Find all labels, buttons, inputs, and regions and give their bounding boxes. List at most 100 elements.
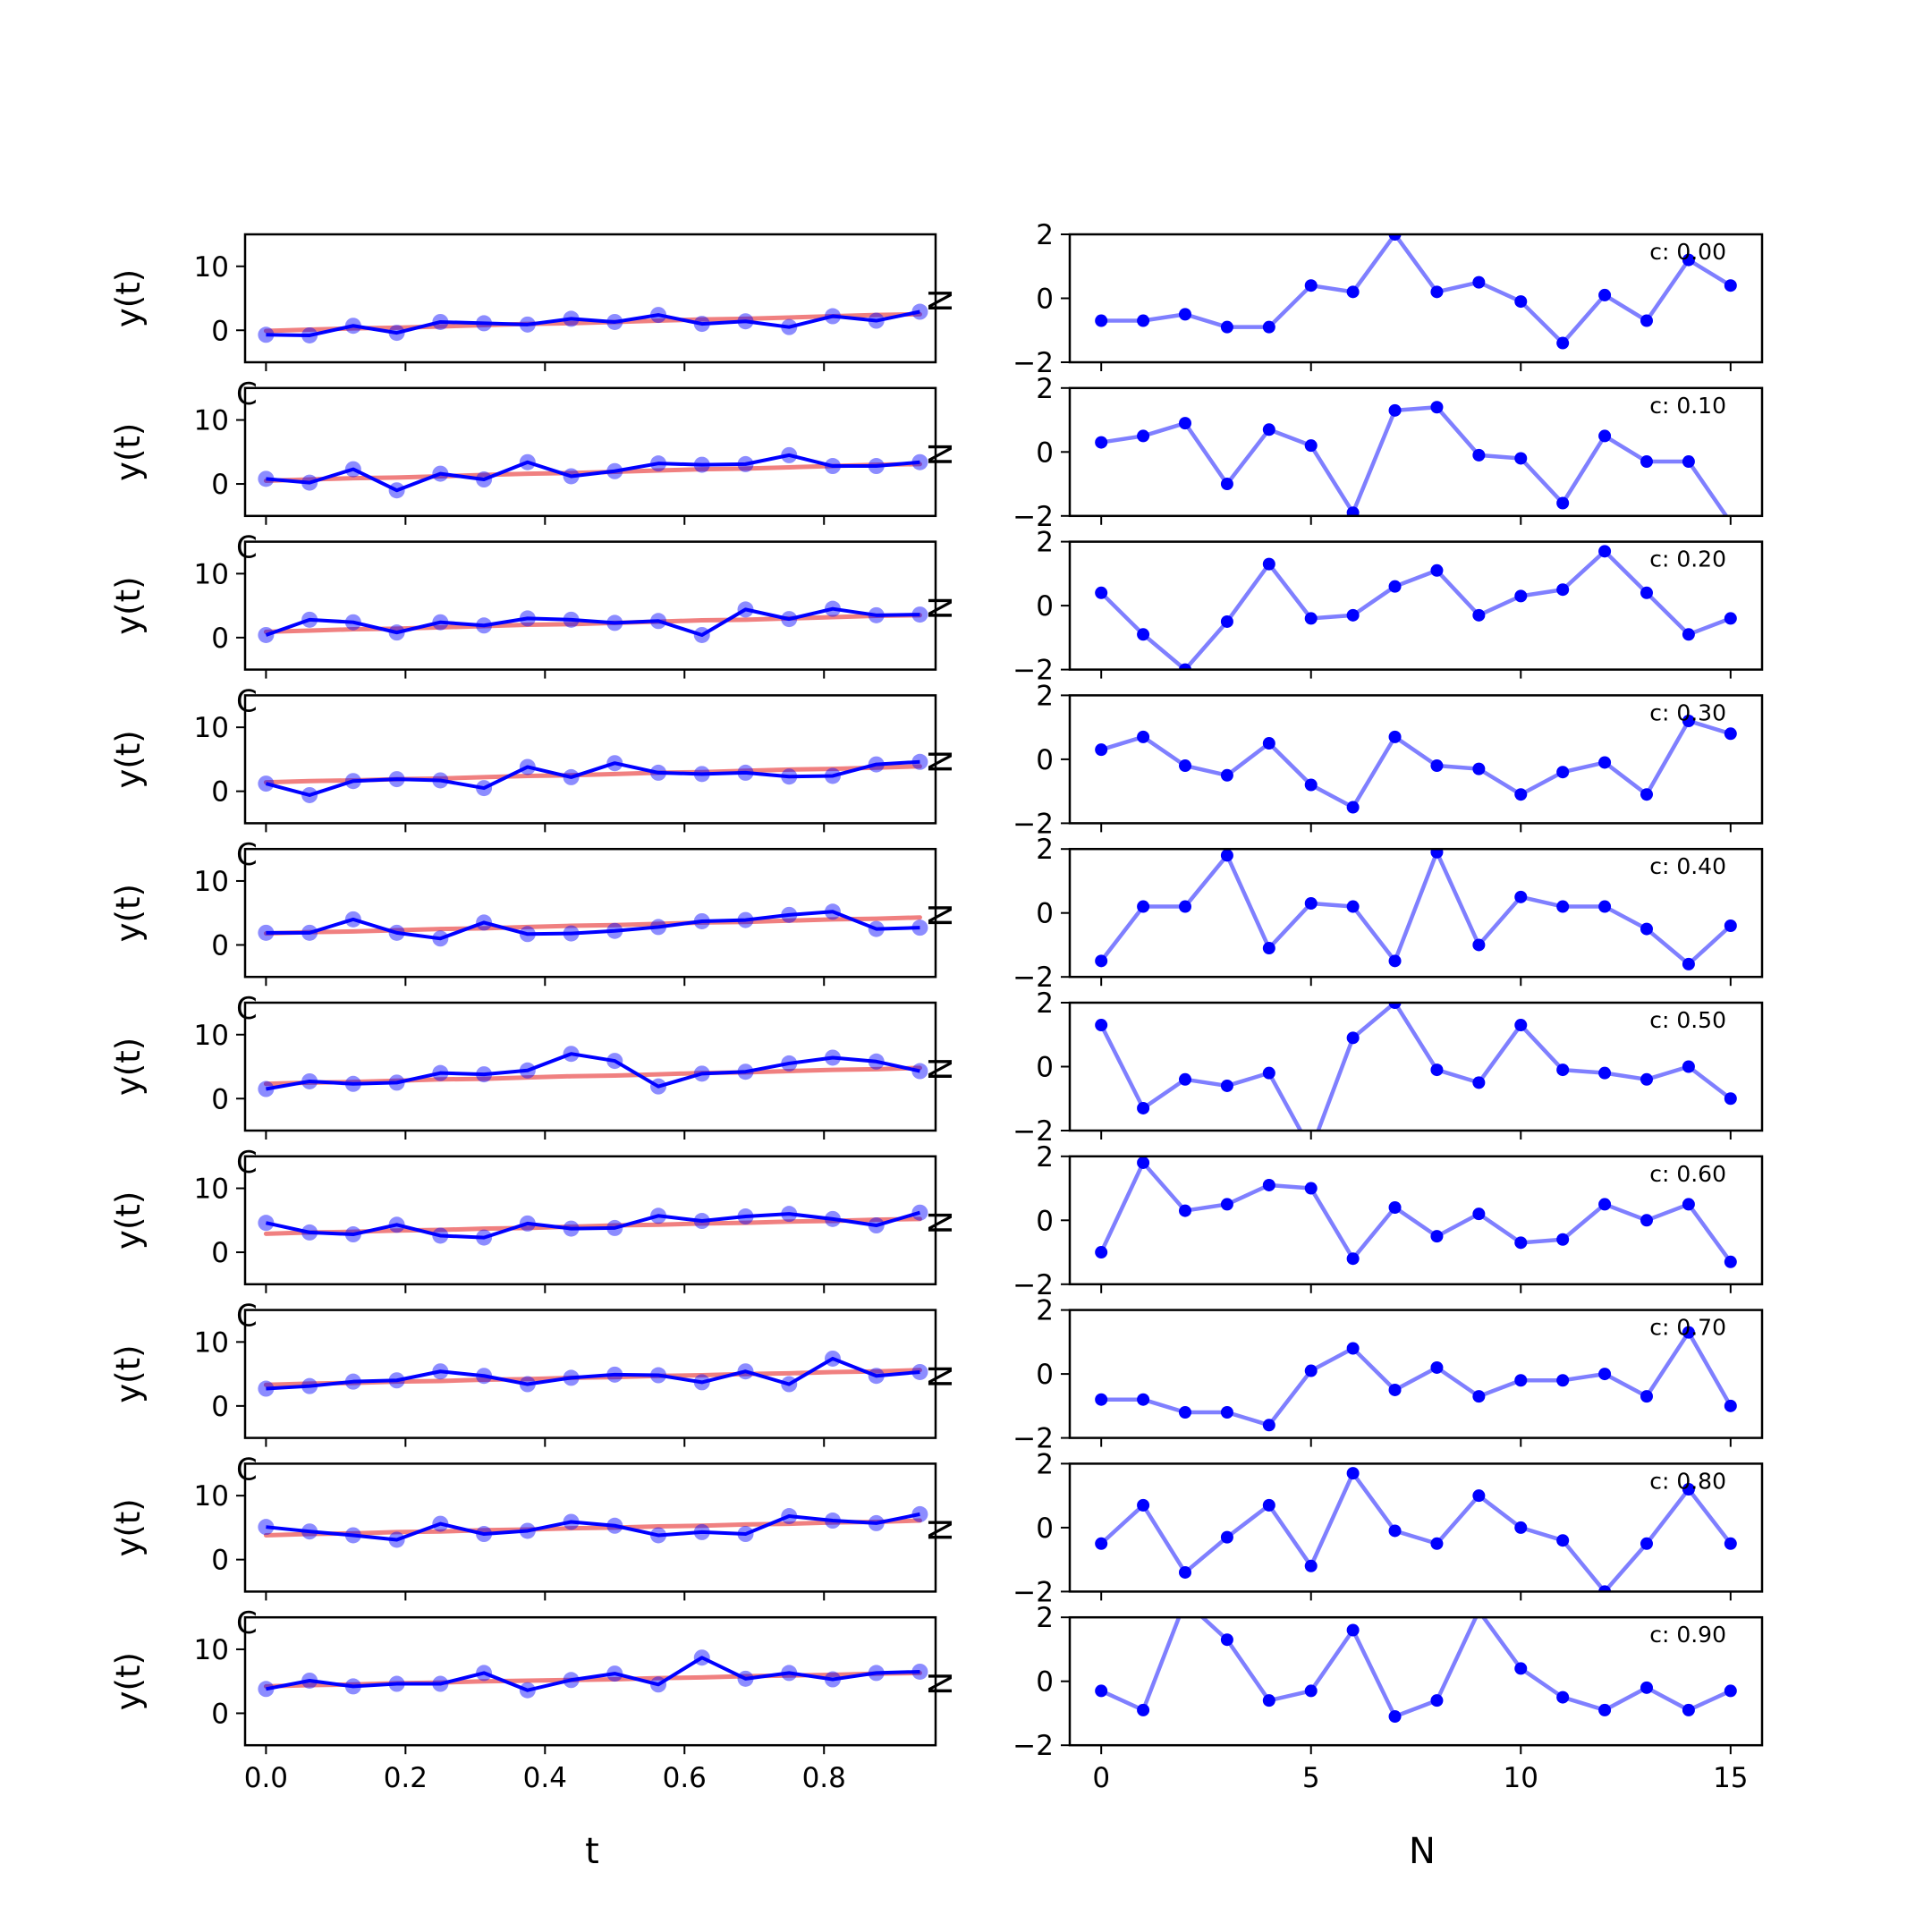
y-axis-label: y(t) bbox=[109, 269, 148, 327]
y-tick-label: 10 bbox=[194, 558, 229, 590]
data-point bbox=[1598, 429, 1612, 443]
data-point bbox=[1556, 1374, 1570, 1387]
y-axis-label: y(t) bbox=[109, 1652, 148, 1710]
plot-area bbox=[1095, 715, 1737, 814]
y-axis-label: y(t) bbox=[109, 730, 148, 788]
right-panel-2: −2 0 2 Nc: 0.20 bbox=[923, 527, 1764, 687]
data-point bbox=[1724, 919, 1737, 932]
data-point bbox=[1220, 614, 1233, 628]
panel-frame bbox=[243, 1155, 937, 1286]
panel-annotation: c: 0.30 bbox=[1649, 699, 1726, 725]
x-tick-label: 0.4 bbox=[523, 1762, 567, 1794]
data-point bbox=[1682, 957, 1695, 970]
right-ylabel-glyph: N bbox=[923, 1364, 960, 1388]
plot-area bbox=[1095, 849, 1737, 970]
data-point bbox=[1514, 1662, 1528, 1675]
data-point bbox=[1514, 1374, 1528, 1387]
right-panel-8: −2 0 2 Nc: 0.80 bbox=[923, 1448, 1764, 1608]
data-point bbox=[1346, 1623, 1360, 1637]
y-tick-label: 0 bbox=[1036, 284, 1054, 316]
data-point bbox=[1346, 285, 1360, 299]
right-xlabel: N bbox=[1409, 1831, 1436, 1872]
y-tick-label: 10 bbox=[194, 251, 229, 284]
data-point bbox=[1095, 436, 1108, 449]
data-point bbox=[1682, 1326, 1695, 1339]
data-point bbox=[1304, 1182, 1318, 1195]
y-tick-label: 10 bbox=[194, 1020, 229, 1052]
y-tick-label: 0 bbox=[211, 929, 229, 962]
data-point bbox=[1095, 586, 1108, 599]
y-tick-label: 0 bbox=[1036, 898, 1054, 930]
data-line bbox=[266, 1052, 920, 1091]
data-point bbox=[1430, 1230, 1444, 1243]
panel-frame bbox=[243, 233, 937, 364]
data-point bbox=[1724, 612, 1737, 625]
data-point bbox=[1388, 1003, 1402, 1009]
data-point bbox=[1388, 580, 1402, 593]
data-point bbox=[1388, 403, 1402, 417]
y-tick-label: 0 bbox=[211, 1698, 229, 1730]
plot-area bbox=[1095, 401, 1729, 516]
right-panel-5: −2 0 2 Nc: 0.50 bbox=[923, 987, 1764, 1148]
data-point bbox=[1724, 279, 1737, 292]
x-tick-label: 0.2 bbox=[384, 1762, 428, 1794]
data-point bbox=[1598, 1198, 1612, 1211]
y-tick-label: 10 bbox=[194, 1634, 229, 1666]
y-tick-label: −2 bbox=[1013, 808, 1054, 840]
right-panel-7: −2 0 2 Nc: 0.70 bbox=[923, 1295, 1764, 1455]
left-panel-9: 0 10 0.0 0.2 0.4 0.6 0.8 y(t) C bbox=[109, 1606, 937, 1794]
data-point bbox=[1346, 506, 1360, 516]
data-point bbox=[1472, 448, 1486, 462]
y-tick-label: −2 bbox=[1013, 962, 1054, 994]
y-tick-label: 10 bbox=[194, 712, 229, 744]
y-tick-label: 0 bbox=[1036, 590, 1054, 623]
right-ylabel-glyph: N bbox=[923, 1672, 960, 1696]
y-tick-label: 2 bbox=[1036, 219, 1054, 251]
data-point bbox=[1472, 1489, 1486, 1503]
data-point bbox=[1262, 423, 1275, 436]
data-point bbox=[1598, 288, 1612, 301]
y-tick-label: 0 bbox=[1036, 1513, 1054, 1545]
plot-area bbox=[258, 1046, 928, 1097]
y-tick-label: 2 bbox=[1036, 373, 1054, 405]
y-tick-label: 0 bbox=[211, 1545, 229, 1577]
data-point bbox=[1346, 608, 1360, 622]
plot-area bbox=[258, 903, 928, 947]
data-point bbox=[1346, 801, 1360, 814]
data-point bbox=[1430, 1537, 1444, 1550]
data-point bbox=[1388, 730, 1402, 743]
y-tick-label: −2 bbox=[1013, 1576, 1054, 1608]
data-point bbox=[1179, 759, 1191, 773]
left-panel-1: 0 10 y(t) C bbox=[109, 377, 937, 525]
data-point bbox=[1179, 900, 1191, 913]
right-panel-3: −2 0 2 Nc: 0.30 bbox=[923, 680, 1764, 840]
clipped-title-glyph: C bbox=[236, 991, 258, 1027]
data-point bbox=[1472, 938, 1486, 952]
data-point bbox=[1556, 1063, 1570, 1077]
right-ylabel-glyph: N bbox=[923, 1057, 960, 1081]
data-point bbox=[1682, 1060, 1695, 1073]
right-ylabel-glyph: N bbox=[923, 750, 960, 774]
data-point bbox=[1346, 1252, 1360, 1266]
data-line bbox=[266, 453, 920, 493]
y-tick-label: 2 bbox=[1036, 834, 1054, 866]
data-point bbox=[1640, 1072, 1653, 1086]
y-axis-label: y(t) bbox=[109, 423, 148, 481]
data-point bbox=[1682, 1483, 1695, 1496]
data-point bbox=[1304, 279, 1318, 292]
data-point bbox=[1304, 612, 1318, 625]
data-point bbox=[1179, 308, 1191, 321]
data-point bbox=[1137, 628, 1150, 641]
y-tick-label: 2 bbox=[1036, 680, 1054, 712]
data-point bbox=[1179, 1406, 1191, 1419]
right-ylabel-glyph: N bbox=[923, 903, 960, 928]
panel-frame bbox=[243, 1001, 937, 1132]
data-point bbox=[1095, 1246, 1108, 1259]
data-point bbox=[1388, 234, 1402, 241]
panel-frame bbox=[243, 386, 937, 518]
panel-frame bbox=[243, 1462, 937, 1593]
y-axis-label: y(t) bbox=[109, 1344, 148, 1402]
data-line bbox=[1101, 234, 1732, 345]
data-point bbox=[1262, 737, 1275, 750]
